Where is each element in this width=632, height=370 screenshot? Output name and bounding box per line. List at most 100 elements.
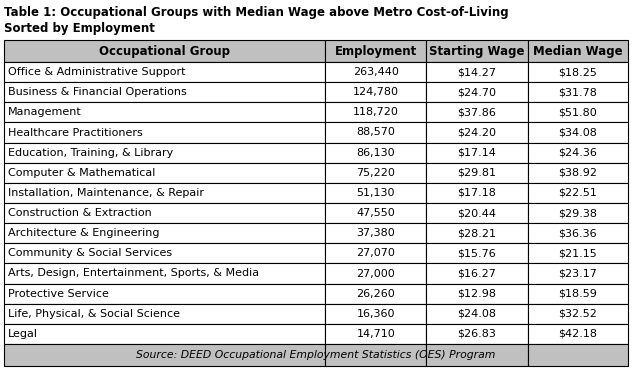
Text: $26.83: $26.83: [458, 329, 496, 339]
Text: $34.08: $34.08: [558, 128, 597, 138]
Text: $20.44: $20.44: [458, 208, 497, 218]
Text: 47,550: 47,550: [356, 208, 395, 218]
Bar: [4, 243, 325, 263]
Text: 118,720: 118,720: [353, 107, 399, 117]
Text: 86,130: 86,130: [356, 148, 395, 158]
Bar: [528, 223, 628, 243]
Text: $12.98: $12.98: [458, 289, 497, 299]
Bar: [427, 102, 528, 122]
Bar: [427, 263, 528, 283]
Bar: [325, 344, 427, 366]
Bar: [4, 283, 325, 304]
Text: 27,070: 27,070: [356, 248, 396, 258]
Text: $29.38: $29.38: [558, 208, 597, 218]
Bar: [427, 122, 528, 142]
Bar: [325, 304, 427, 324]
Text: Education, Training, & Library: Education, Training, & Library: [8, 148, 173, 158]
Text: Healthcare Practitioners: Healthcare Practitioners: [8, 128, 143, 138]
Bar: [528, 243, 628, 263]
Bar: [528, 263, 628, 283]
Bar: [528, 324, 628, 344]
Text: 26,260: 26,260: [356, 289, 395, 299]
Text: $32.52: $32.52: [558, 309, 597, 319]
Text: $29.81: $29.81: [458, 168, 497, 178]
Bar: [427, 223, 528, 243]
Bar: [528, 304, 628, 324]
Bar: [325, 183, 427, 203]
Bar: [427, 203, 528, 223]
Bar: [325, 102, 427, 122]
Bar: [325, 203, 427, 223]
Text: Management: Management: [8, 107, 82, 117]
Text: Business & Financial Operations: Business & Financial Operations: [8, 87, 186, 97]
Text: $22.51: $22.51: [558, 188, 597, 198]
Text: $24.20: $24.20: [458, 128, 497, 138]
Bar: [528, 283, 628, 304]
Bar: [528, 122, 628, 142]
Bar: [4, 82, 325, 102]
Text: Installation, Maintenance, & Repair: Installation, Maintenance, & Repair: [8, 188, 204, 198]
Bar: [427, 344, 528, 366]
Bar: [427, 62, 528, 82]
Bar: [4, 324, 325, 344]
Text: Architecture & Engineering: Architecture & Engineering: [8, 228, 159, 238]
Bar: [427, 304, 528, 324]
Bar: [325, 243, 427, 263]
Text: Community & Social Services: Community & Social Services: [8, 248, 172, 258]
Bar: [325, 40, 427, 62]
Bar: [528, 203, 628, 223]
Bar: [528, 102, 628, 122]
Bar: [4, 263, 325, 283]
Text: Construction & Extraction: Construction & Extraction: [8, 208, 152, 218]
Text: Office & Administrative Support: Office & Administrative Support: [8, 67, 186, 77]
Bar: [4, 62, 325, 82]
Bar: [325, 163, 427, 183]
Text: Median Wage: Median Wage: [533, 44, 623, 57]
Bar: [528, 344, 628, 366]
Bar: [4, 102, 325, 122]
Bar: [427, 183, 528, 203]
Bar: [528, 62, 628, 82]
Text: 37,380: 37,380: [356, 228, 395, 238]
Bar: [4, 223, 325, 243]
Text: Life, Physical, & Social Science: Life, Physical, & Social Science: [8, 309, 180, 319]
Text: Computer & Mathematical: Computer & Mathematical: [8, 168, 155, 178]
Bar: [325, 324, 427, 344]
Bar: [528, 163, 628, 183]
Text: $14.27: $14.27: [458, 67, 497, 77]
Text: Employment: Employment: [335, 44, 417, 57]
Text: 51,130: 51,130: [356, 188, 395, 198]
Bar: [427, 82, 528, 102]
Text: 88,570: 88,570: [356, 128, 396, 138]
Bar: [325, 263, 427, 283]
Bar: [325, 82, 427, 102]
Text: $18.25: $18.25: [558, 67, 597, 77]
Text: 16,360: 16,360: [356, 309, 395, 319]
Bar: [4, 163, 325, 183]
Text: 75,220: 75,220: [356, 168, 396, 178]
Text: $18.59: $18.59: [558, 289, 597, 299]
Bar: [427, 163, 528, 183]
Text: $16.27: $16.27: [458, 269, 496, 279]
Bar: [528, 40, 628, 62]
Text: 14,710: 14,710: [356, 329, 395, 339]
Text: $15.76: $15.76: [458, 248, 496, 258]
Bar: [427, 324, 528, 344]
Text: $24.36: $24.36: [558, 148, 597, 158]
Text: $24.08: $24.08: [458, 309, 497, 319]
Text: Table 1: Occupational Groups with Median Wage above Metro Cost-of-Living: Table 1: Occupational Groups with Median…: [4, 6, 509, 19]
Text: $31.78: $31.78: [558, 87, 597, 97]
Bar: [4, 142, 325, 163]
Text: $38.92: $38.92: [558, 168, 597, 178]
Text: $23.17: $23.17: [558, 269, 597, 279]
Text: Occupational Group: Occupational Group: [99, 44, 230, 57]
Text: 263,440: 263,440: [353, 67, 399, 77]
Bar: [325, 142, 427, 163]
Text: Source: DEED Occupational Employment Statistics (OES) Program: Source: DEED Occupational Employment Sta…: [137, 350, 495, 360]
Text: $36.36: $36.36: [559, 228, 597, 238]
Text: $17.18: $17.18: [458, 188, 496, 198]
Bar: [325, 223, 427, 243]
Bar: [4, 344, 325, 366]
Text: Starting Wage: Starting Wage: [429, 44, 525, 57]
Text: $21.15: $21.15: [559, 248, 597, 258]
